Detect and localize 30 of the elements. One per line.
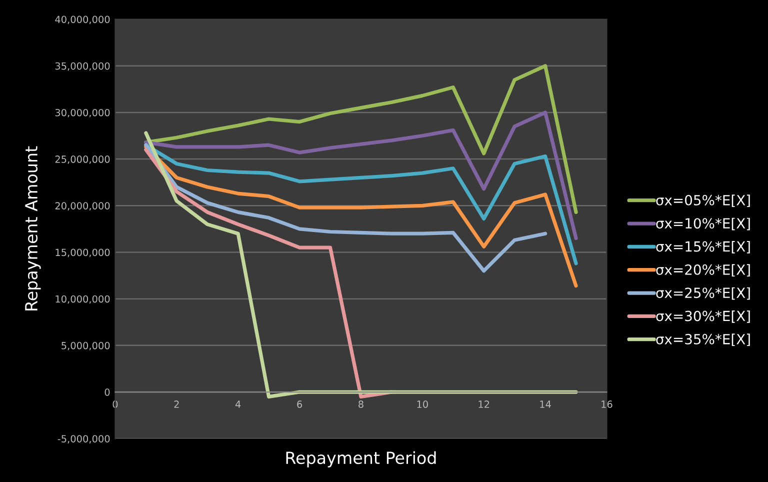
y-tick-label: 5,000,000 bbox=[62, 342, 110, 350]
x-tick-label: 2 bbox=[174, 400, 179, 408]
legend-label: σx=25%*E[X] bbox=[656, 287, 750, 300]
y-tick-label: 30,000,000 bbox=[55, 108, 110, 118]
legend-label: σx=05%*E[X] bbox=[656, 194, 750, 208]
y-tick-label: 25,000,000 bbox=[55, 156, 110, 164]
y-tick-label: 15,000,000 bbox=[56, 248, 110, 258]
x-tick-label: 4 bbox=[235, 400, 241, 408]
y-tick-label: 40,000,000 bbox=[55, 16, 110, 24]
legend-label: σx=35%*E[X] bbox=[656, 334, 750, 346]
y-tick-label: 10,000,000 bbox=[56, 295, 110, 304]
y-tick-label: 20,000,000 bbox=[55, 202, 110, 210]
line-series bbox=[144, 110, 578, 240]
x-tick-label: 10 bbox=[417, 400, 428, 408]
y-tick-label: -5,000,000 bbox=[58, 435, 110, 444]
legend-label: σx=20%*E[X] bbox=[656, 264, 750, 277]
x-tick-label: 16 bbox=[602, 400, 612, 408]
line-series bbox=[144, 131, 578, 398]
legend-label: σx=10%*E[X] bbox=[656, 218, 750, 230]
x-tick-label: 14 bbox=[540, 400, 551, 408]
legend-label: σx=15%*E[X] bbox=[656, 241, 750, 254]
x-tick-label: 12 bbox=[478, 400, 490, 408]
y-axis-title: Repayment Amount bbox=[25, 146, 41, 310]
x-tick-label: 8 bbox=[358, 400, 364, 408]
legend-label: σx=30%*E[X] bbox=[656, 310, 750, 323]
y-tick-label: 35,000,000 bbox=[55, 62, 110, 71]
x-axis-title: Repayment Period bbox=[286, 451, 436, 468]
y-tick-label: 0 bbox=[104, 388, 110, 396]
line-series bbox=[144, 145, 578, 288]
x-tick-label: 6 bbox=[297, 400, 302, 408]
